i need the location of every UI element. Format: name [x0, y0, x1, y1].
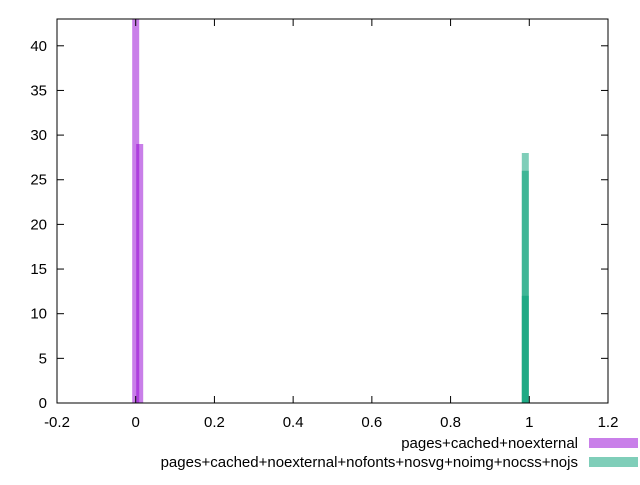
y-tick-label: 40: [30, 38, 47, 55]
x-tick-label: 0: [132, 414, 140, 431]
legend-label: pages+cached+noexternal: [401, 435, 578, 452]
y-tick-label: 25: [30, 172, 47, 189]
y-tick-label: 35: [30, 82, 47, 99]
y-tick-label: 30: [30, 127, 47, 144]
y-tick-label: 5: [39, 350, 47, 367]
legend-label: pages+cached+noexternal+nofonts+nosvg+no…: [161, 454, 578, 471]
axis-ticks: -0.2 0 0.2 0.4 0.6 0.8 1 1.2 0 5 10 15 20 25 30 35 40: [30, 19, 618, 431]
y-tick-label: 10: [30, 306, 47, 323]
bar-series-0-0: [132, 19, 140, 403]
x-tick-label: 0.4: [283, 414, 304, 431]
x-tick-label: 0.8: [440, 414, 461, 431]
y-tick-label: 0: [39, 395, 47, 412]
y-tick-label: 20: [30, 216, 47, 233]
bar-series-1-2: [521, 295, 529, 403]
bar-series-1-1: [521, 170, 529, 403]
plot-frame: [56, 18, 609, 404]
y-tick-label: 15: [30, 261, 47, 278]
legend-swatch: [589, 438, 638, 448]
bar-series-0-1: [136, 144, 144, 403]
legend: pages+cached+noexternal pages+cached+noex…: [161, 435, 638, 471]
x-tick-label: 1: [525, 414, 533, 431]
x-tick-label: 1.2: [598, 414, 619, 431]
legend-swatch: [589, 457, 638, 467]
bars-layer: [132, 19, 529, 403]
x-tick-label: 0.2: [204, 414, 225, 431]
x-tick-label: -0.2: [44, 414, 70, 431]
plot-border: [56, 18, 609, 404]
x-tick-label: 0.6: [361, 414, 382, 431]
